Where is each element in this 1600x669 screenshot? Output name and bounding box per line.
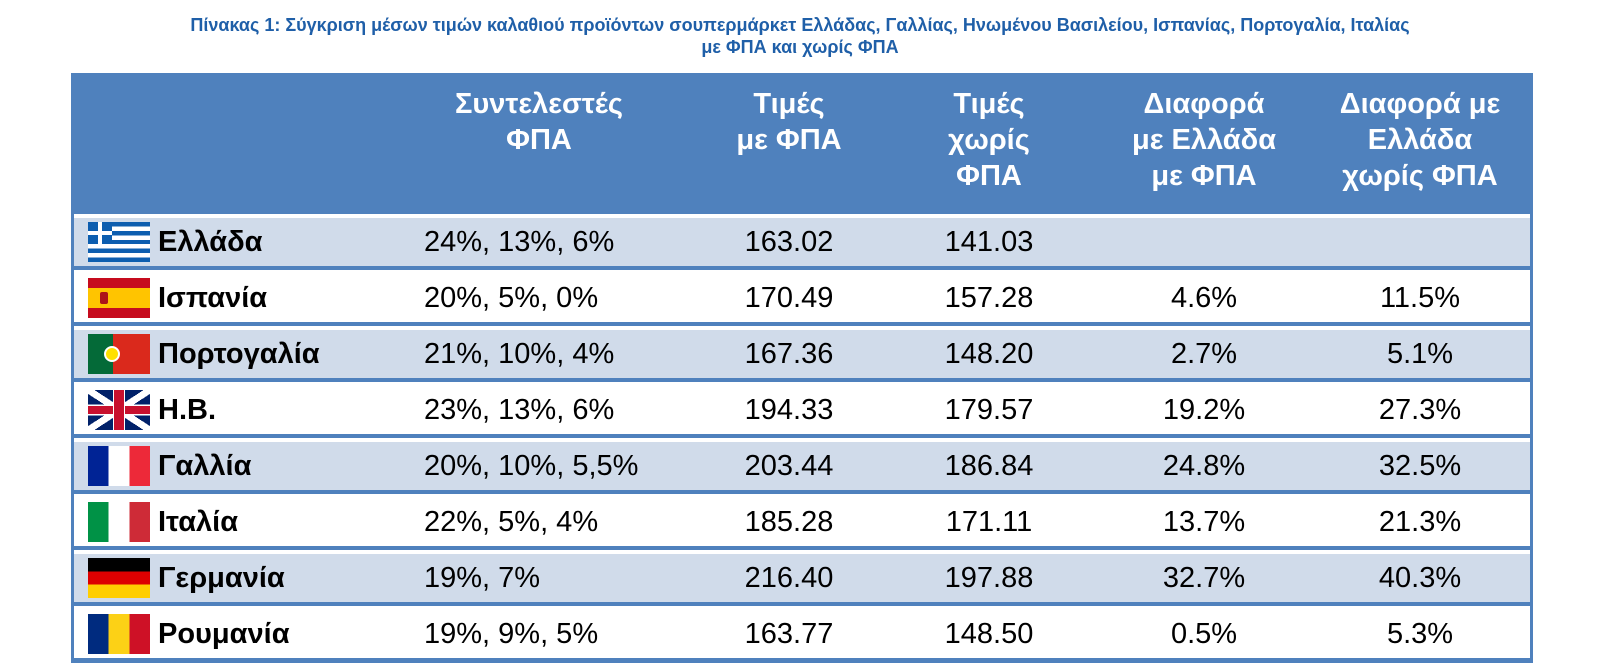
country-cell: Ελλάδα bbox=[88, 218, 263, 266]
diff-with-vat-cell: 19.2% bbox=[1162, 393, 1246, 426]
header-diff-without-vat-line-3: χωρίς ΦΠΑ bbox=[1342, 160, 1498, 192]
flag-greece-icon bbox=[88, 222, 150, 262]
header-prices-without-vat: Τιμές χωρίς ΦΠΑ bbox=[874, 76, 1104, 214]
country-name: Ισπανία bbox=[158, 281, 268, 314]
diff-without-vat-cell: 11.5% bbox=[1379, 281, 1461, 314]
vat-rates-cell: 24%, 13%, 6% bbox=[424, 225, 615, 258]
country-name: Η.Β. bbox=[158, 393, 216, 426]
flag-romania-icon bbox=[88, 614, 150, 654]
price-without-vat-cell: 171.11 bbox=[945, 505, 1033, 538]
diff-with-vat-cell: 4.6% bbox=[1170, 281, 1238, 314]
header-prices-without-vat-line-1: Τιμές bbox=[953, 88, 1025, 120]
caption-line-1: Πίνακας 1: Σύγκριση μέσων τιμών καλαθιού… bbox=[190, 15, 1410, 35]
vat-rates-cell: 20%, 10%, 5,5% bbox=[424, 449, 639, 482]
diff-without-vat-cell: 40.3% bbox=[1378, 561, 1462, 594]
vat-rates-cell: 22%, 5%, 4% bbox=[424, 505, 599, 538]
price-without-vat-cell: 197.88 bbox=[944, 561, 1034, 594]
price-with-vat-cell: 167.36 bbox=[744, 337, 834, 370]
diff-without-vat-cell: 5.1% bbox=[1386, 337, 1454, 370]
header-prices-without-vat-line-3: ΦΠΑ bbox=[956, 160, 1022, 192]
header-prices-with-vat: Τιμές με ΦΠΑ bbox=[704, 76, 874, 214]
country-name: Γαλλία bbox=[158, 449, 252, 482]
vat-rates-cell: 20%, 5%, 0% bbox=[424, 281, 599, 314]
diff-without-vat-cell: 5.3% bbox=[1386, 617, 1454, 650]
table-header-row: Συντελεστές ΦΠΑ Τιμές με ΦΠΑ Τιμές χωρίς ΦΠΑ… bbox=[74, 76, 1530, 214]
country-cell: Ιταλία bbox=[88, 498, 238, 546]
price-without-vat-cell: 186.84 bbox=[944, 449, 1034, 482]
diff-without-vat-cell bbox=[1304, 218, 1536, 266]
price-without-vat-cell: 141.03 bbox=[944, 225, 1034, 258]
diff-without-vat-cell: 32.5% bbox=[1378, 449, 1462, 482]
diff-with-vat-cell: 0.5% bbox=[1170, 617, 1238, 650]
header-vat-rates-line-2: ΦΠΑ bbox=[506, 124, 572, 156]
country-name: Ελλάδα bbox=[158, 225, 263, 258]
price-without-vat-cell: 157.28 bbox=[944, 281, 1034, 314]
diff-with-vat-cell bbox=[1104, 218, 1304, 266]
price-without-vat-cell: 148.20 bbox=[944, 337, 1034, 370]
table-caption: Πίνακας 1: Σύγκριση μέσων τιμών καλαθιού… bbox=[0, 14, 1600, 58]
price-with-vat-cell: 203.44 bbox=[744, 449, 834, 482]
flag-spain-icon bbox=[88, 278, 150, 318]
country-cell: Η.Β. bbox=[88, 386, 216, 434]
header-vat-rates: Συντελεστές ΦΠΑ bbox=[374, 76, 704, 214]
price-with-vat-cell: 216.40 bbox=[744, 561, 834, 594]
vat-rates-cell: 19%, 9%, 5% bbox=[424, 617, 599, 650]
country-cell: Πορτογαλία bbox=[88, 330, 320, 378]
vat-rates-cell: 21%, 10%, 4% bbox=[424, 337, 615, 370]
price-without-vat-cell: 148.50 bbox=[944, 617, 1034, 650]
table-row: Πορτογαλία 21%, 10%, 4% 167.36 148.20 2.… bbox=[74, 326, 1530, 378]
table-row: Γερμανία 19%, 7% 216.40 197.88 32.7% 40.… bbox=[74, 550, 1530, 602]
price-with-vat-cell: 185.28 bbox=[744, 505, 834, 538]
price-without-vat-cell: 179.57 bbox=[944, 393, 1034, 426]
table-row: Ρουμανία 19%, 9%, 5% 163.77 148.50 0.5% … bbox=[74, 606, 1530, 658]
vat-rates-cell: 23%, 13%, 6% bbox=[424, 393, 615, 426]
header-diff-with-vat: Διαφορά με Ελλάδα με ΦΠΑ bbox=[1104, 76, 1304, 214]
price-with-vat-cell: 163.77 bbox=[744, 617, 834, 650]
diff-with-vat-cell: 32.7% bbox=[1162, 561, 1246, 594]
flag-italy-icon bbox=[88, 502, 150, 542]
header-prices-with-vat-line-2: με ΦΠΑ bbox=[736, 124, 842, 156]
country-name: Γερμανία bbox=[158, 561, 285, 594]
diff-without-vat-cell: 27.3% bbox=[1378, 393, 1462, 426]
flag-germany-icon bbox=[88, 558, 150, 598]
country-cell: Γαλλία bbox=[88, 442, 251, 490]
caption-line-2: με ΦΠΑ και χωρίς ΦΠΑ bbox=[701, 37, 899, 57]
header-diff-with-vat-line-1: Διαφορά bbox=[1143, 88, 1265, 120]
header-diff-with-vat-line-3: με ΦΠΑ bbox=[1151, 160, 1257, 192]
country-name: Ιταλία bbox=[158, 505, 239, 538]
price-with-vat-cell: 170.49 bbox=[744, 281, 834, 314]
vat-rates-cell: 19%, 7% bbox=[424, 561, 541, 594]
table-row: Ισπανία 20%, 5%, 0% 170.49 157.28 4.6% 1… bbox=[74, 270, 1530, 322]
header-diff-without-vat-line-1: Διαφορά με bbox=[1339, 88, 1501, 120]
header-diff-without-vat-line-2: Ελλάδα bbox=[1367, 124, 1473, 156]
table-row: Ιταλία 22%, 5%, 4% 185.28 171.11 13.7% 2… bbox=[74, 494, 1530, 546]
price-with-vat-cell: 194.33 bbox=[744, 393, 834, 426]
diff-without-vat-cell: 21.3% bbox=[1378, 505, 1462, 538]
table-row: Η.Β. 23%, 13%, 6% 194.33 179.57 19.2% 27… bbox=[74, 382, 1530, 434]
country-name: Ρουμανία bbox=[158, 617, 290, 650]
country-cell: Ρουμανία bbox=[88, 610, 290, 658]
header-prices-with-vat-line-1: Τιμές bbox=[753, 88, 825, 120]
flag-uk-icon bbox=[88, 390, 150, 430]
country-cell: Ισπανία bbox=[88, 274, 267, 322]
header-diff-without-vat: Διαφορά με Ελλάδα χωρίς ΦΠΑ bbox=[1304, 76, 1536, 214]
header-diff-with-vat-line-2: με Ελλάδα bbox=[1131, 124, 1277, 156]
country-cell: Γερμανία bbox=[88, 554, 285, 602]
price-comparison-table: Συντελεστές ΦΠΑ Τιμές με ΦΠΑ Τιμές χωρίς ΦΠΑ… bbox=[71, 73, 1533, 663]
country-name: Πορτογαλία bbox=[158, 337, 320, 370]
table-row: Γαλλία 20%, 10%, 5,5% 203.44 186.84 24.8… bbox=[74, 438, 1530, 490]
diff-with-vat-cell: 24.8% bbox=[1162, 449, 1246, 482]
diff-with-vat-cell: 13.7% bbox=[1162, 505, 1246, 538]
flag-portugal-icon bbox=[88, 334, 150, 374]
table-row: Ελλάδα 24%, 13%, 6% 163.02 141.03 bbox=[74, 214, 1530, 266]
price-with-vat-cell: 163.02 bbox=[744, 225, 834, 258]
diff-with-vat-cell: 2.7% bbox=[1170, 337, 1238, 370]
flag-france-icon bbox=[88, 446, 150, 486]
header-vat-rates-line-1: Συντελεστές bbox=[455, 88, 623, 120]
header-prices-without-vat-line-2: χωρίς bbox=[948, 124, 1030, 156]
